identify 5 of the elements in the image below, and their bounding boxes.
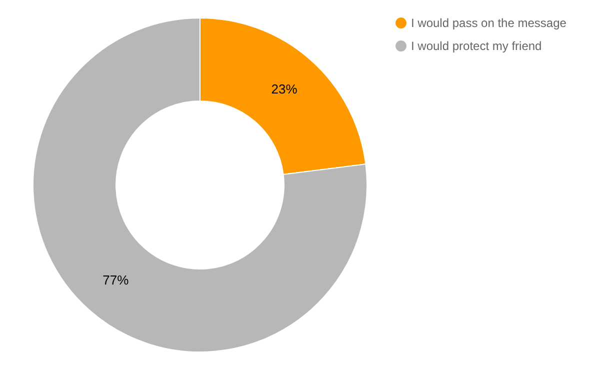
data-label: 23% xyxy=(271,81,298,96)
legend-label: I would pass on the message xyxy=(411,16,567,30)
data-label: 77% xyxy=(102,272,130,288)
legend-label: I would protect my friend xyxy=(411,39,542,53)
donut-slice xyxy=(32,18,368,352)
